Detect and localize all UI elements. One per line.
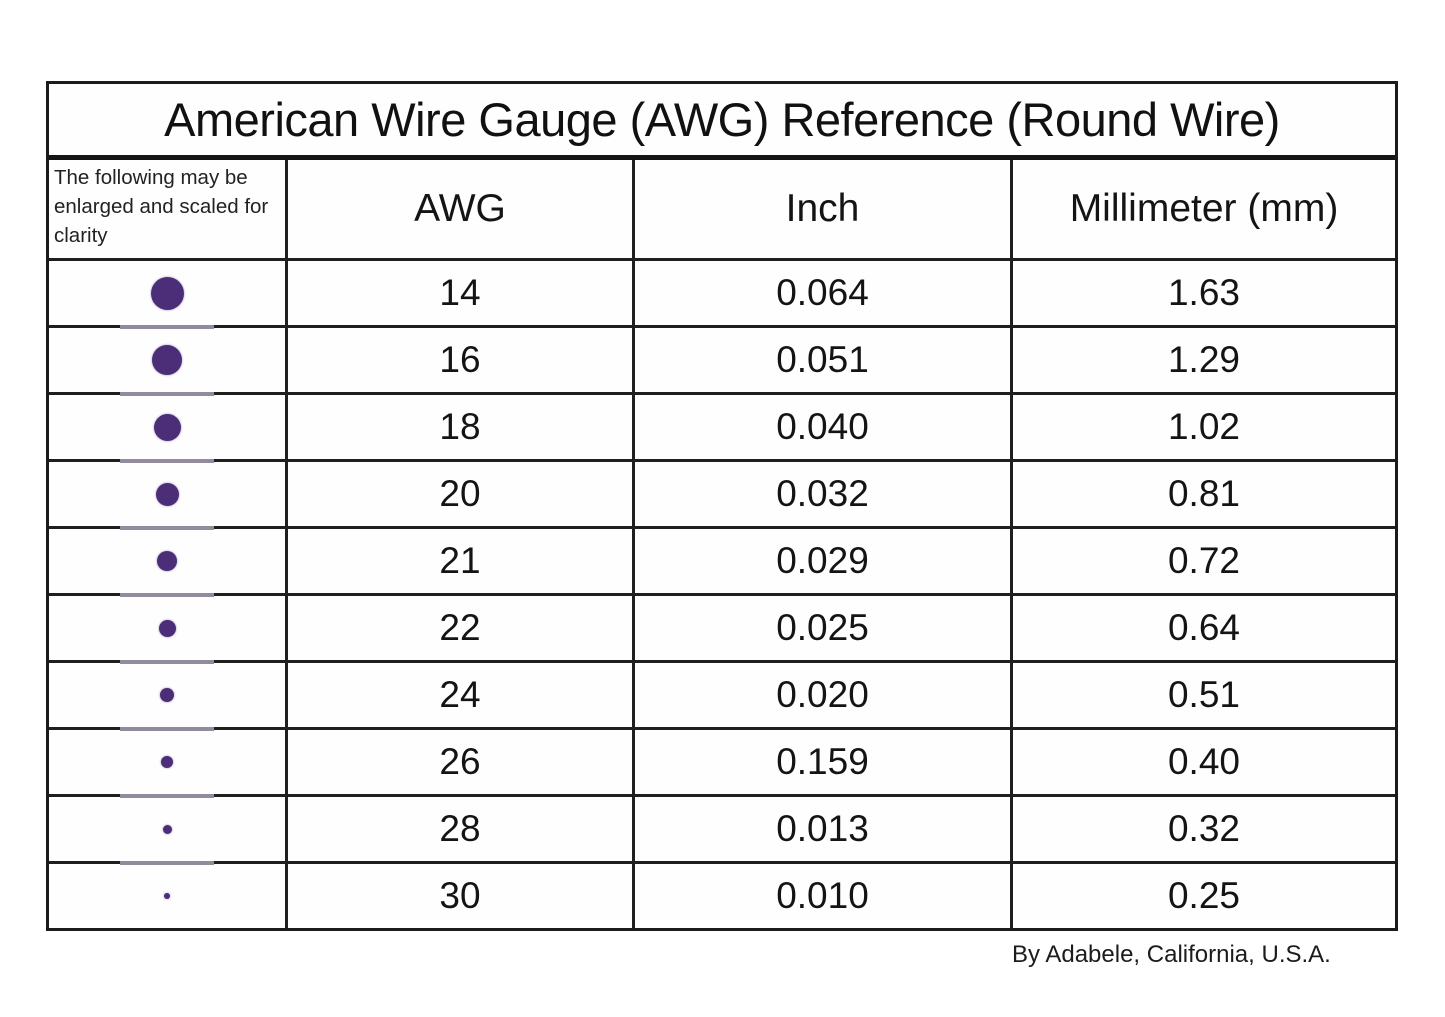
mm-value: 0.25 — [1010, 861, 1395, 928]
awg-value: 16 — [285, 325, 632, 392]
dot-underline — [120, 325, 214, 329]
wire-dot-cell — [49, 459, 285, 530]
wire-size-dot — [150, 276, 184, 310]
wire-size-dot — [157, 551, 177, 571]
inch-value: 0.032 — [632, 459, 1010, 526]
wire-size-dot — [152, 345, 182, 375]
wire-dot-cell — [49, 593, 285, 664]
column-header-awg: AWG — [285, 160, 632, 258]
dot-underline — [120, 861, 214, 865]
inch-value: 0.029 — [632, 526, 1010, 593]
wire-size-dot — [164, 893, 170, 899]
inch-value: 0.010 — [632, 861, 1010, 928]
mm-value: 0.81 — [1010, 459, 1395, 526]
awg-value: 24 — [285, 660, 632, 727]
wire-size-dot — [162, 824, 172, 834]
wire-dot-cell — [49, 727, 285, 798]
inch-value: 0.159 — [632, 727, 1010, 794]
scale-note: The following may be enlarged and scaled… — [54, 166, 269, 247]
inch-value: 0.025 — [632, 593, 1010, 660]
table-title: American Wire Gauge (AWG) Reference (Rou… — [49, 84, 1395, 160]
dot-underline — [120, 727, 214, 731]
mm-value: 1.63 — [1010, 258, 1395, 325]
inch-value: 0.020 — [632, 660, 1010, 727]
dot-underline — [120, 459, 214, 463]
awg-value: 18 — [285, 392, 632, 459]
column-header-inch: Inch — [632, 160, 1010, 258]
wire-dot-cell — [49, 258, 285, 329]
dot-underline — [120, 593, 214, 597]
wire-dot-cell — [49, 392, 285, 463]
wire-size-dot — [160, 688, 174, 702]
awg-value: 20 — [285, 459, 632, 526]
wire-dot-cell — [49, 861, 285, 928]
mm-value: 0.64 — [1010, 593, 1395, 660]
awg-value: 22 — [285, 593, 632, 660]
wire-size-dot — [153, 413, 181, 441]
awg-value: 26 — [285, 727, 632, 794]
awg-value: 14 — [285, 258, 632, 325]
wire-dot-cell — [49, 526, 285, 597]
wire-size-dot — [155, 482, 179, 506]
attribution-text: By Adabele, California, U.S.A. — [1012, 941, 1331, 968]
awg-value: 21 — [285, 526, 632, 593]
awg-value: 28 — [285, 794, 632, 861]
dot-underline — [120, 526, 214, 530]
inch-value: 0.013 — [632, 794, 1010, 861]
mm-value: 0.32 — [1010, 794, 1395, 861]
wire-size-dot — [161, 756, 173, 768]
mm-value: 0.51 — [1010, 660, 1395, 727]
awg-value: 30 — [285, 861, 632, 928]
table-grid: The following may be enlarged and scaled… — [49, 160, 1395, 928]
dot-underline — [120, 660, 214, 664]
inch-value: 0.064 — [632, 258, 1010, 325]
wire-dot-cell — [49, 325, 285, 396]
mm-value: 1.02 — [1010, 392, 1395, 459]
dot-underline — [120, 392, 214, 396]
wire-size-dot — [158, 619, 176, 637]
column-header-mm: Millimeter (mm) — [1010, 160, 1395, 258]
mm-value: 1.29 — [1010, 325, 1395, 392]
inch-value: 0.040 — [632, 392, 1010, 459]
mm-value: 0.40 — [1010, 727, 1395, 794]
inch-value: 0.051 — [632, 325, 1010, 392]
wire-dot-cell — [49, 660, 285, 731]
wire-dot-cell — [49, 794, 285, 865]
mm-value: 0.72 — [1010, 526, 1395, 593]
awg-reference-table: American Wire Gauge (AWG) Reference (Rou… — [46, 81, 1398, 931]
dot-underline — [120, 794, 214, 798]
